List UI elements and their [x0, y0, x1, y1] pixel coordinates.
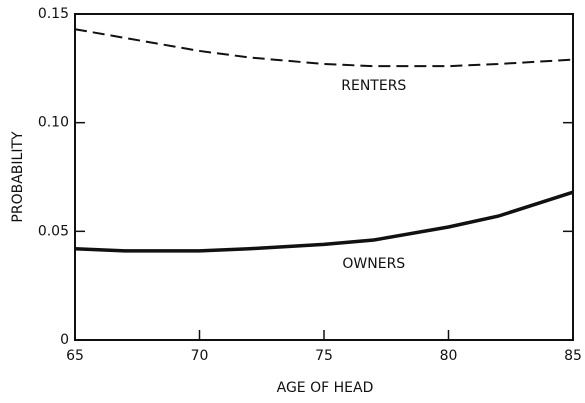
x-tick-label: 85 — [564, 348, 582, 364]
x-tick-label: 80 — [440, 348, 458, 364]
x-tick-label: 70 — [191, 348, 209, 364]
x-axis-label: AGE OF HEAD — [277, 380, 374, 396]
y-tick-label: 0.10 — [38, 115, 69, 131]
y-tick-label: 0.05 — [38, 223, 69, 239]
x-tick-label: 75 — [315, 348, 333, 364]
series-line — [74, 190, 574, 253]
y-tick-label: 0.15 — [38, 6, 69, 22]
series-label: OWNERS — [342, 256, 405, 272]
x-tick-label: 65 — [66, 348, 84, 364]
y-tick-label: 0 — [60, 332, 69, 348]
plot-frame — [74, 13, 574, 341]
series-label: RENTERS — [341, 78, 406, 94]
series-line — [74, 28, 574, 68]
y-axis-label: PROBABILITY — [10, 131, 26, 223]
